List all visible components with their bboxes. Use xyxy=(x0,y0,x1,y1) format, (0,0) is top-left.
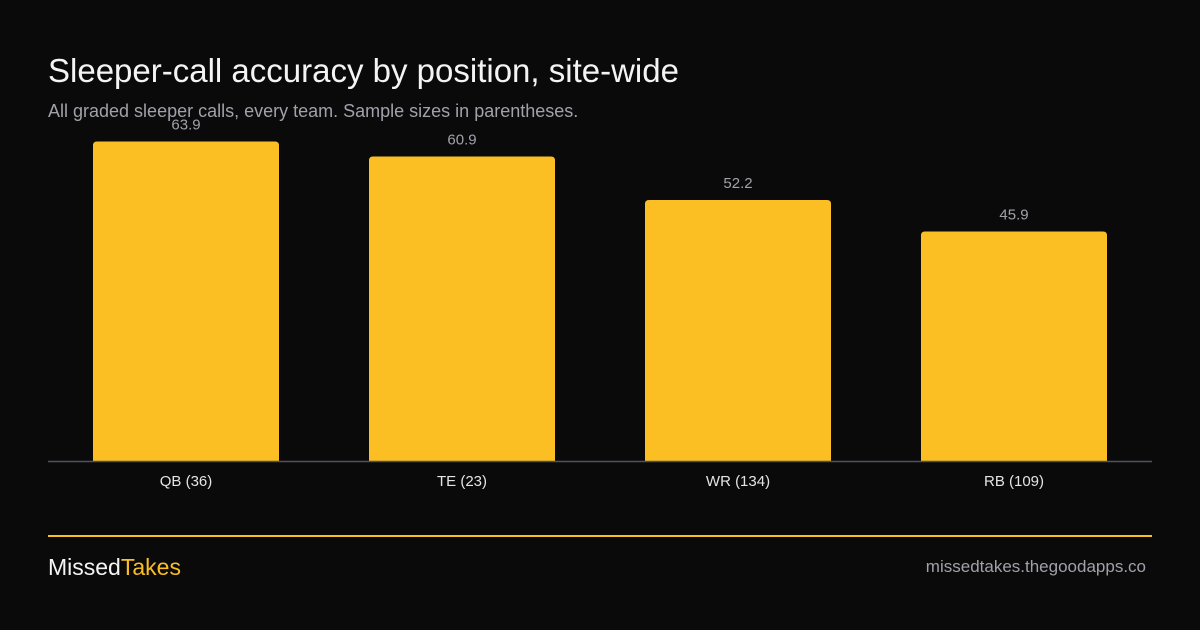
bar-3 xyxy=(645,200,831,461)
brand-name-part1: Missed xyxy=(48,554,121,580)
x-tick-label: QB (36) xyxy=(160,473,213,490)
x-tick-label: TE (23) xyxy=(437,473,487,490)
bar-chart: 63.9 QB (36) 60.9 TE (23) 52.2 WR (134) 45.9 RB… xyxy=(48,117,1152,490)
brand-name-part2: Takes xyxy=(120,554,181,580)
site-url: missedtakes.thegoodapps.co xyxy=(925,557,1146,576)
brand-logo: MissedTakes xyxy=(48,552,181,582)
bar-4 xyxy=(921,231,1107,461)
bar-value-label: 60.9 xyxy=(447,132,476,149)
bar-value-label: 63.9 xyxy=(171,117,200,134)
bar-2 xyxy=(369,156,555,461)
bar-value-label: 52.2 xyxy=(723,175,752,192)
bar-1 xyxy=(93,141,279,461)
x-tick-label: WR (134) xyxy=(706,473,770,490)
x-tick-label: RB (109) xyxy=(984,473,1044,490)
footer-divider xyxy=(48,535,1152,537)
chart-subtitle: All graded sleeper calls, every team. Sa… xyxy=(48,101,579,121)
chart-title: Sleeper-call accuracy by position, site-… xyxy=(48,52,679,89)
bar-value-label: 45.9 xyxy=(999,207,1028,224)
